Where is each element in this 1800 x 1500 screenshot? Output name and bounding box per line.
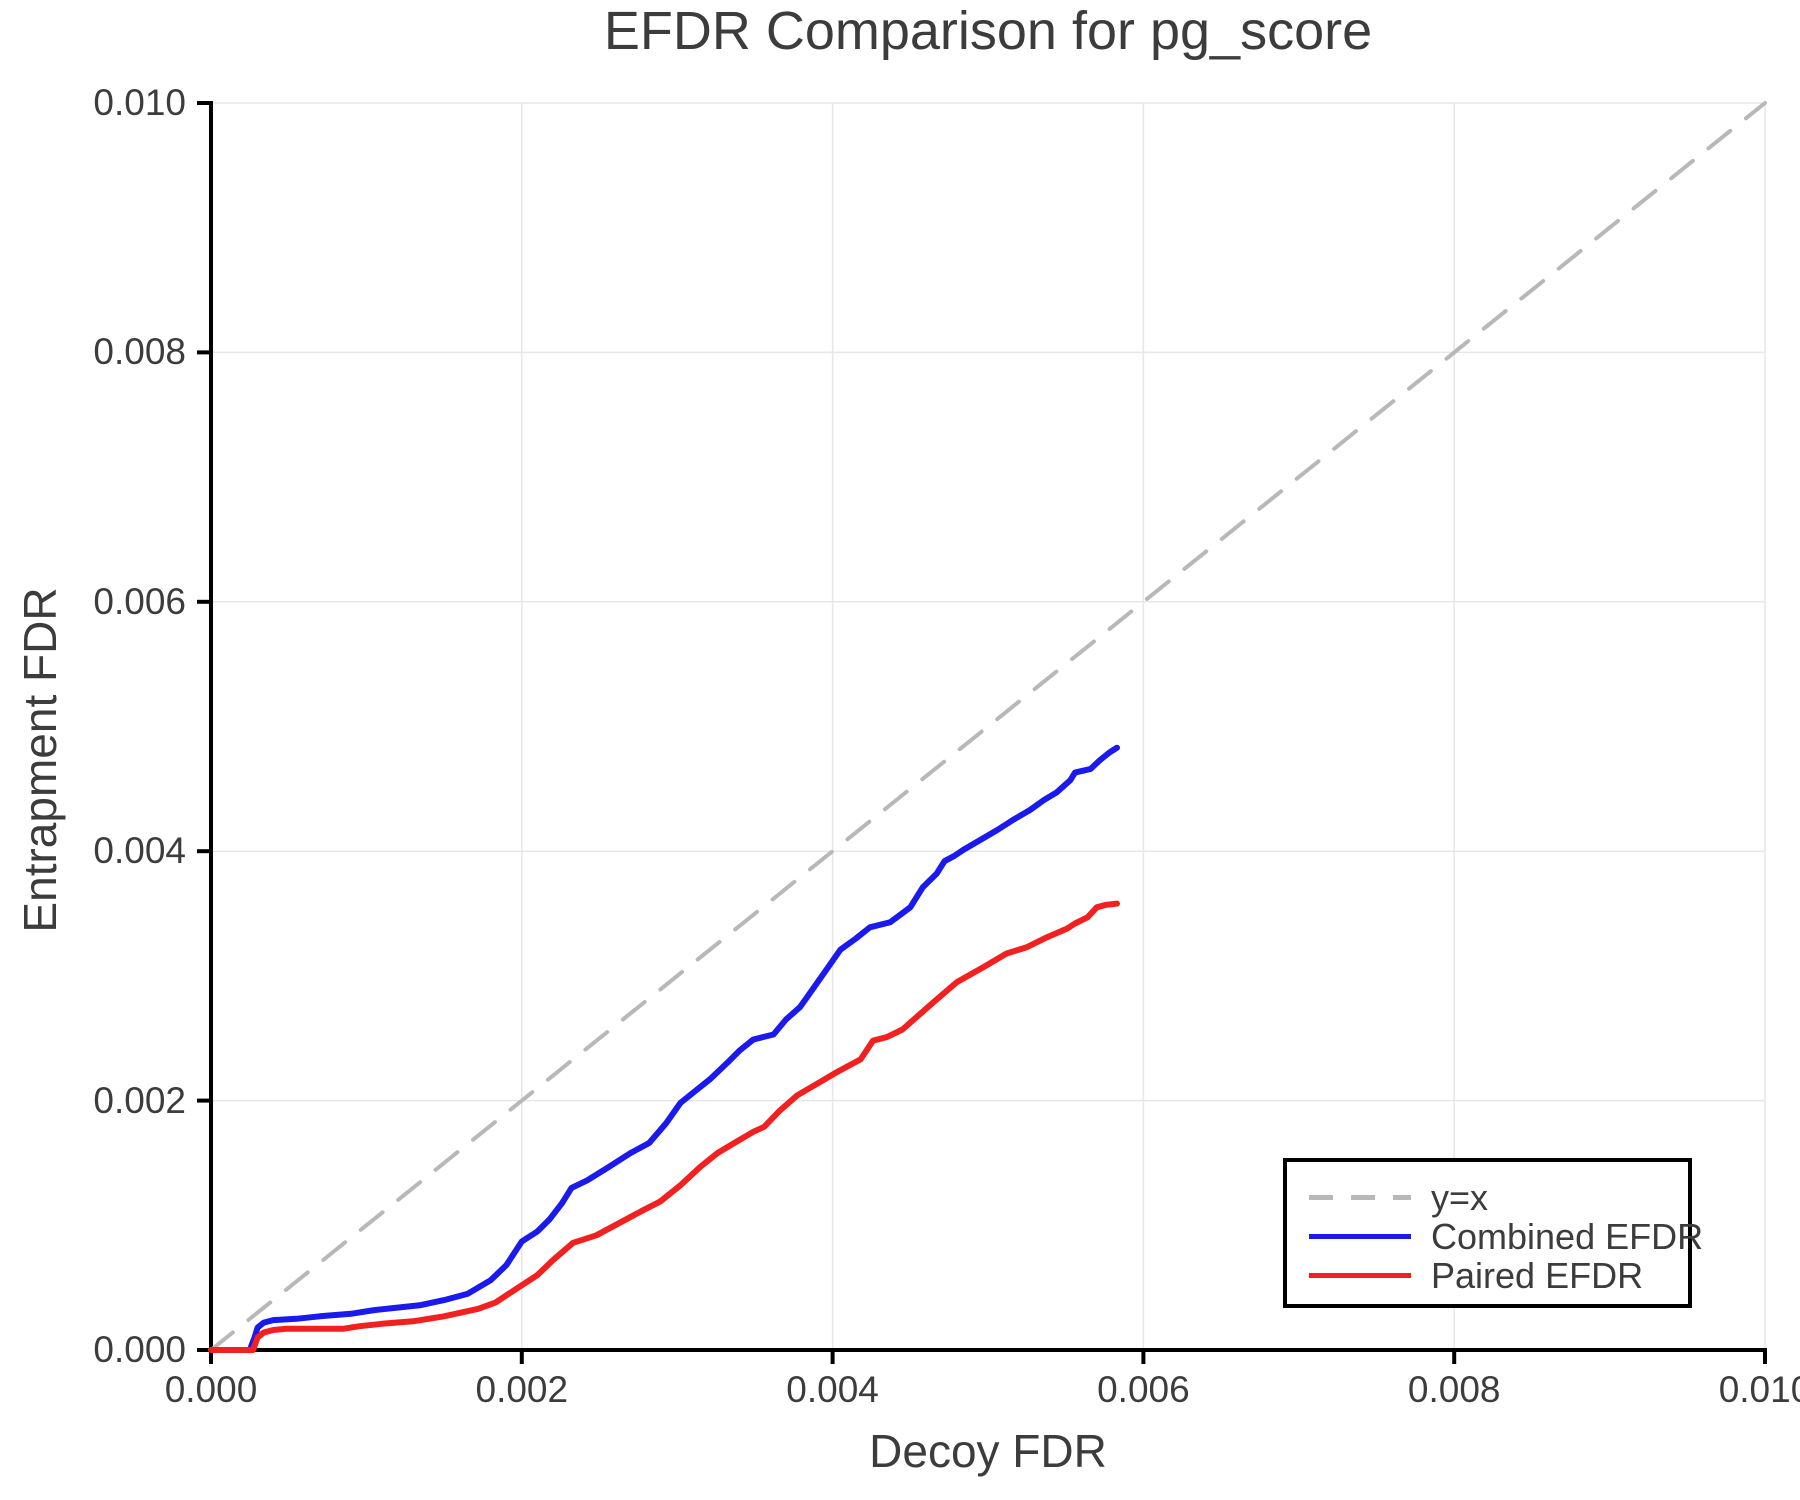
legend-line-sample-y-x: [1309, 1195, 1411, 1200]
x-tick-label: 0.008: [1407, 1369, 1501, 1410]
legend-item-paired-efdr: Paired EFDR: [1309, 1254, 1688, 1296]
series-line-combined-efdr: [208, 744, 1120, 1353]
x-tick-label: 0.004: [786, 1369, 879, 1410]
y-tick-label: 0.010: [93, 82, 186, 123]
legend-item-label: Combined EFDR: [1431, 1215, 1704, 1257]
x-axis-label: Decoy FDR: [869, 1425, 1107, 1477]
legend-item-label: y=x: [1431, 1176, 1489, 1218]
y-tick-label: 0.000: [93, 1329, 186, 1370]
legend-item-y-x: y=x: [1309, 1176, 1688, 1218]
y-tick-label: 0.002: [93, 1079, 186, 1121]
x-tick-label: 0.000: [164, 1369, 258, 1410]
legend-line-sample-paired-efdr: [1309, 1273, 1411, 1278]
y-tick-label: 0.004: [93, 830, 186, 872]
legend-item-combined-efdr: Combined EFDR: [1309, 1216, 1703, 1257]
y-tick-label: 0.006: [93, 580, 186, 622]
chart-title: EFDR Comparison for pg_score: [603, 1, 1373, 61]
series-line-y-x: [209, 101, 1767, 1352]
y-tick-label: 0.008: [93, 331, 186, 373]
y-axis-label: Entrapment FDR: [14, 587, 66, 933]
x-tick-label: 0.010: [1718, 1369, 1800, 1410]
legend: y=x Combined EFDR Paired EFDR: [1283, 1158, 1703, 1308]
legend-line-sample-combined-efdr: [1309, 1234, 1411, 1239]
x-tick-label: 0.002: [475, 1369, 569, 1410]
x-tick-label: 0.006: [1097, 1369, 1190, 1410]
series-line-paired-efdr: [208, 900, 1120, 1353]
legend-item-label: Paired EFDR: [1431, 1254, 1644, 1296]
